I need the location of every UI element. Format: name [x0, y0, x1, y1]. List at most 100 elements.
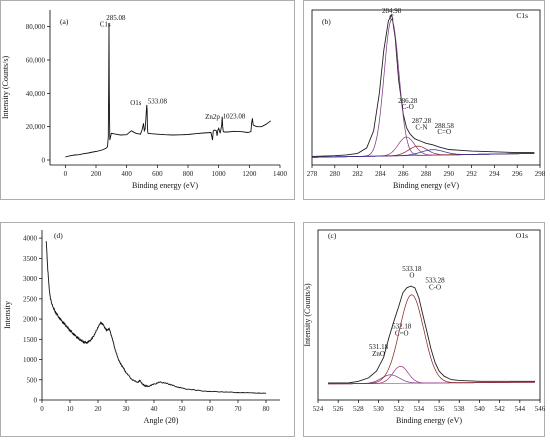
- panel-tag: (a): [60, 17, 69, 26]
- x-tick-label: 1000: [212, 170, 227, 178]
- y-tick-label: 2000: [23, 316, 38, 324]
- y-axis-label: Intensity (Counts/s): [1, 56, 10, 120]
- annotation-label: 1023.08: [223, 112, 246, 120]
- annotation-label: C: [389, 13, 394, 21]
- x-tick-label: 600: [152, 170, 163, 178]
- annotation-label: 533.08: [148, 97, 168, 105]
- panel-tag: (d): [54, 231, 63, 240]
- plot-frame: [311, 9, 541, 166]
- x-tick-label: 528: [353, 405, 364, 413]
- x-axis-label: Binding energy (eV): [393, 181, 459, 190]
- annotation-label: 286.28: [398, 97, 418, 105]
- annotation-label: ZnO: [372, 350, 385, 358]
- y-tick-label: 1500: [23, 336, 38, 344]
- x-tick-label: 526: [333, 405, 344, 413]
- annotation-label: O1s: [130, 99, 142, 107]
- annotation-label: C-N: [415, 123, 427, 131]
- annotation-label: C-O: [402, 103, 414, 111]
- y-tick-label: 1000: [23, 356, 38, 364]
- legend-text: O1s: [516, 231, 528, 240]
- annotation-label: 533.28: [425, 277, 445, 285]
- series-raw: [311, 13, 535, 157]
- annotation-label: C-O: [429, 284, 441, 292]
- x-tick-label: 530: [373, 405, 384, 413]
- x-tick-label: 288: [421, 170, 432, 178]
- annotation-label: C1s: [100, 21, 111, 29]
- annotation-label: 284.98: [382, 7, 402, 15]
- x-tick-label: 70: [235, 405, 243, 413]
- panel-c: 524 526 528 530 532 534 536 538 540 542 544 546 Bind…: [303, 222, 546, 437]
- x-tick-label: 800: [183, 170, 194, 178]
- x-tick-label: 20: [95, 405, 103, 413]
- annotation-label: 288.58: [435, 122, 455, 130]
- annotation-label: O: [409, 272, 414, 280]
- series-line: [45, 241, 267, 394]
- y-tick-label: 60,000: [26, 57, 46, 65]
- x-tick-label: 286: [398, 170, 409, 178]
- annotation-label: 532.18: [392, 323, 412, 331]
- x-tick-label: 80: [263, 405, 271, 413]
- y-axis-label: Intensity: [3, 301, 12, 329]
- x-tick-label: 400: [121, 170, 132, 178]
- x-tick-label: 524: [313, 405, 324, 413]
- panel-tag: (c): [328, 231, 337, 240]
- annotation-label: 531.18: [369, 343, 389, 351]
- y-tick-label: 3000: [23, 275, 38, 283]
- annotation-label: 285.08: [106, 14, 126, 22]
- plot-frame: [317, 229, 541, 401]
- panel-a: 0 200 400 600 800 1000 1200 1400 0 20,000 40,000 60…: [0, 0, 295, 200]
- y-tick-label: 3500: [23, 255, 38, 263]
- x-tick-label: 284: [375, 170, 386, 178]
- annotation-label: C=O: [437, 128, 451, 136]
- x-tick-label: 546: [535, 405, 546, 413]
- x-tick-label: 60: [207, 405, 215, 413]
- y-tick-label: 0: [42, 157, 46, 165]
- series-c: [311, 18, 535, 158]
- x-tick-label: 536: [434, 405, 445, 413]
- series-c-o: [328, 294, 536, 385]
- x-tick-label: 30: [123, 405, 131, 413]
- panel-tag: (b): [322, 17, 331, 26]
- x-tick-label: 0: [64, 170, 68, 178]
- x-tick-label: 10: [67, 405, 75, 413]
- x-tick-label: 534: [414, 405, 425, 413]
- x-tick-label: 538: [454, 405, 465, 413]
- y-axis-label: Intensity (Counts/s): [303, 283, 312, 347]
- series-raw: [328, 285, 535, 384]
- x-tick-label: 544: [515, 405, 526, 413]
- x-tick-label: 292: [466, 170, 477, 178]
- x-tick-label: 1400: [273, 170, 288, 178]
- y-tick-label: 500: [27, 376, 38, 384]
- legend-text: C1s: [516, 11, 528, 20]
- y-tick-label: 40,000: [26, 90, 46, 98]
- x-tick-label: 294: [489, 170, 500, 178]
- annotation-label: 533.18: [402, 265, 422, 273]
- x-tick-label: 1200: [242, 170, 257, 178]
- x-tick-label: 542: [494, 405, 505, 413]
- x-tick-label: 540: [474, 405, 485, 413]
- annotation-label: C=O: [395, 329, 409, 337]
- x-tick-label: 200: [91, 170, 102, 178]
- panel-frame: [303, 0, 545, 200]
- x-tick-label: 298: [535, 170, 546, 178]
- y-tick-label: 2500: [23, 295, 38, 303]
- x-axis-label: Angle (2θ): [144, 416, 179, 425]
- panel-b: 278 280 282 284 286 288 290 292 294 296 298 Binding…: [303, 0, 546, 200]
- x-tick-label: 290: [444, 170, 455, 178]
- x-axis-label: Binding energy (eV): [396, 416, 462, 425]
- x-tick-label: 282: [352, 170, 363, 178]
- series-c-o: [311, 149, 535, 158]
- x-tick-label: 278: [307, 170, 318, 178]
- x-tick-label: 280: [330, 170, 341, 178]
- panel-frame: [0, 0, 295, 200]
- annotation-label: Zn2p: [205, 113, 220, 121]
- panel-frame: [0, 222, 295, 437]
- annotation-label: 287.28: [412, 117, 432, 125]
- x-tick-label: 40: [151, 405, 159, 413]
- y-tick-label: 0: [34, 397, 38, 405]
- y-tick-label: 80,000: [26, 23, 46, 31]
- y-tick-label: 20,000: [26, 123, 46, 131]
- x-tick-label: 296: [512, 170, 523, 178]
- panel-d: 0 10 20 30 40 50 60 70 80 0 500 1000 1500 2000 2500 300…: [0, 222, 295, 437]
